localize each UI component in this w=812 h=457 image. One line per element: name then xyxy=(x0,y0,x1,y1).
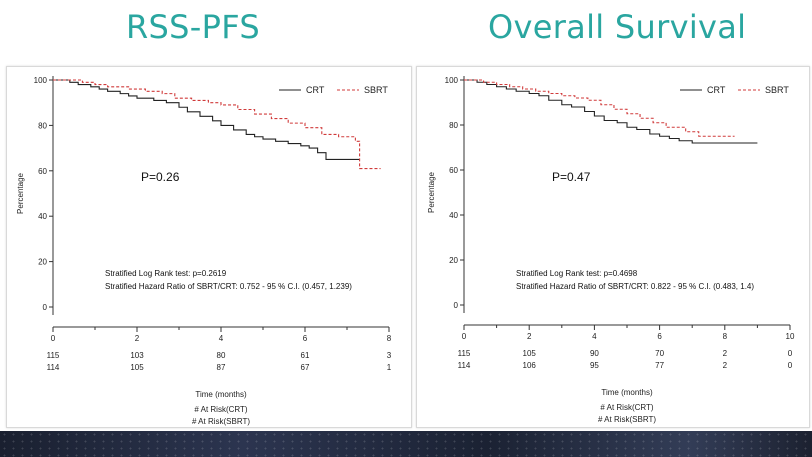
at-risk-crt-value: 80 xyxy=(217,351,226,360)
x-tick-label: 8 xyxy=(387,334,392,343)
y-tick-label: 40 xyxy=(38,212,47,221)
km-plot-rss-pfs: 0 20 40 60 80 100 Percentage 0 2 4 6 8 CRT SBRT P=0.26… xyxy=(16,76,392,426)
x-tick-label: 8 xyxy=(723,332,728,341)
at-risk-sbrt-value: 95 xyxy=(590,361,599,370)
at-risk-crt-value: 61 xyxy=(301,351,310,360)
y-axis-label: Percentage xyxy=(16,172,25,213)
at-risk-sbrt-value: 105 xyxy=(130,363,144,372)
legend-label-crt: CRT xyxy=(306,85,325,95)
y-tick-label: 80 xyxy=(449,121,458,130)
p-value-label: P=0.47 xyxy=(552,170,591,184)
at-risk-crt-value: 105 xyxy=(523,349,537,358)
y-tick-label: 60 xyxy=(38,167,47,176)
x-tick-label: 0 xyxy=(462,332,467,341)
logrank-test-label: Stratified Log Rank test: p=0.4698 xyxy=(516,269,638,278)
y-tick-label: 80 xyxy=(38,121,47,130)
at-risk-sbrt-value: 1 xyxy=(387,363,392,372)
y-tick-label: 0 xyxy=(43,303,48,312)
at-risk-crt-value: 115 xyxy=(47,351,60,360)
y-tick-label: 0 xyxy=(454,301,459,310)
at-risk-crt-value: 0 xyxy=(788,349,793,358)
at-risk-sbrt-value: 67 xyxy=(301,363,310,372)
at-risk-sbrt-label: # At Risk(SBRT) xyxy=(598,415,656,424)
at-risk-sbrt-value: 87 xyxy=(217,363,226,372)
at-risk-sbrt-value: 77 xyxy=(655,361,664,370)
y-tick-label: 60 xyxy=(449,166,458,175)
y-tick-label: 100 xyxy=(445,76,459,85)
footer-decoration xyxy=(0,431,812,457)
at-risk-sbrt-value: 106 xyxy=(523,361,537,370)
at-risk-sbrt-value: 2 xyxy=(723,361,728,370)
footer-dots xyxy=(0,431,812,457)
at-risk-crt-value: 103 xyxy=(130,351,144,360)
y-tick-label: 40 xyxy=(449,211,458,220)
legend-label-sbrt: SBRT xyxy=(364,85,388,95)
y-tick-label: 20 xyxy=(38,258,47,267)
at-risk-crt-label: # At Risk(CRT) xyxy=(194,405,248,414)
series-line-crt xyxy=(464,79,758,144)
x-tick-label: 2 xyxy=(135,334,140,343)
at-risk-crt-value: 3 xyxy=(387,351,392,360)
at-risk-crt-value: 90 xyxy=(590,349,599,358)
at-risk-sbrt-label: # At Risk(SBRT) xyxy=(192,417,250,426)
slide-title-overall-survival: Overall Survival xyxy=(488,8,747,46)
x-axis-label: Time (months) xyxy=(195,390,247,399)
x-tick-label: 10 xyxy=(786,332,795,341)
at-risk-crt-value: 115 xyxy=(458,349,471,358)
x-axis-label: Time (months) xyxy=(601,388,653,397)
km-chart-overall-survival: 0 20 40 60 80 100 Percentage 0 2 4 6 8 10 CRT SBRT P=0.… xyxy=(416,66,810,428)
x-tick-label: 0 xyxy=(51,334,56,343)
series-line-crt xyxy=(53,79,360,160)
legend-label-crt: CRT xyxy=(707,85,726,95)
hazard-ratio-label: Stratified Hazard Ratio of SBRT/CRT: 0.8… xyxy=(516,282,754,291)
at-risk-crt-value: 70 xyxy=(655,349,664,358)
series-line-sbrt xyxy=(53,79,381,170)
at-risk-crt-label: # At Risk(CRT) xyxy=(600,403,654,412)
x-tick-label: 4 xyxy=(219,334,224,343)
hazard-ratio-label: Stratified Hazard Ratio of SBRT/CRT: 0.7… xyxy=(105,282,352,291)
at-risk-sbrt-value: 0 xyxy=(788,361,793,370)
slide-title-rss-pfs: RSS-PFS xyxy=(126,8,260,46)
x-tick-label: 4 xyxy=(592,332,597,341)
y-tick-label: 20 xyxy=(449,256,458,265)
p-value-label: P=0.26 xyxy=(141,170,180,184)
x-tick-label: 6 xyxy=(303,334,308,343)
series-line-sbrt xyxy=(464,79,735,137)
y-axis-label: Percentage xyxy=(427,171,436,212)
logrank-test-label: Stratified Log Rank test: p=0.2619 xyxy=(105,269,227,278)
legend-label-sbrt: SBRT xyxy=(765,85,789,95)
y-tick-label: 100 xyxy=(34,76,48,85)
at-risk-sbrt-value: 114 xyxy=(458,361,471,370)
at-risk-crt-value: 2 xyxy=(723,349,728,358)
km-chart-rss-pfs: 0 20 40 60 80 100 Percentage 0 2 4 6 8 CRT SBRT P=0.26… xyxy=(6,66,412,428)
x-tick-label: 2 xyxy=(527,332,532,341)
at-risk-sbrt-value: 114 xyxy=(47,363,60,372)
x-tick-label: 6 xyxy=(657,332,662,341)
